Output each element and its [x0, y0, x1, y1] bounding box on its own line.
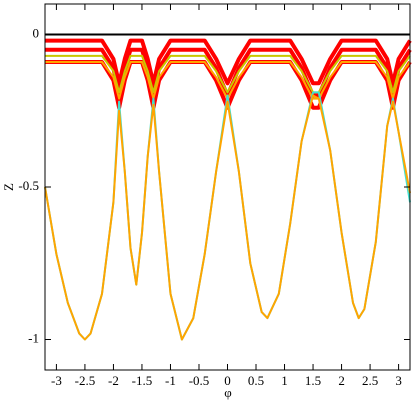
x-tick-label: -2.5: [75, 373, 96, 388]
x-tick-label: -0.5: [189, 373, 210, 388]
x-tick-label: 0: [224, 373, 231, 388]
plot-frame: [44, 3, 411, 371]
series-line: [45, 61, 411, 100]
series-line: [44, 94, 411, 341]
series-line: [45, 54, 411, 94]
x-tick-label: 2: [338, 373, 345, 388]
x-axis-label: φ: [224, 385, 232, 400]
x-tick-label: 3: [395, 373, 402, 388]
series-line: [45, 47, 412, 98]
x-tick-label: -1.5: [132, 373, 153, 388]
x-tick-label: 1: [281, 373, 288, 388]
y-axis-label: Z: [1, 183, 16, 191]
x-tick-label: 0.5: [248, 373, 264, 388]
x-tick-label: -1: [165, 373, 176, 388]
x-tick-label: 1.5: [305, 373, 321, 388]
x-tick-label: -3: [51, 373, 62, 388]
y-tick-label: -1: [28, 330, 39, 345]
x-tick-label: 2.5: [362, 373, 378, 388]
y-tick-label: 0: [33, 25, 40, 40]
series-line: [45, 38, 412, 86]
x-tick-label: -2: [108, 373, 119, 388]
y-tick-label: -0.5: [18, 178, 39, 193]
